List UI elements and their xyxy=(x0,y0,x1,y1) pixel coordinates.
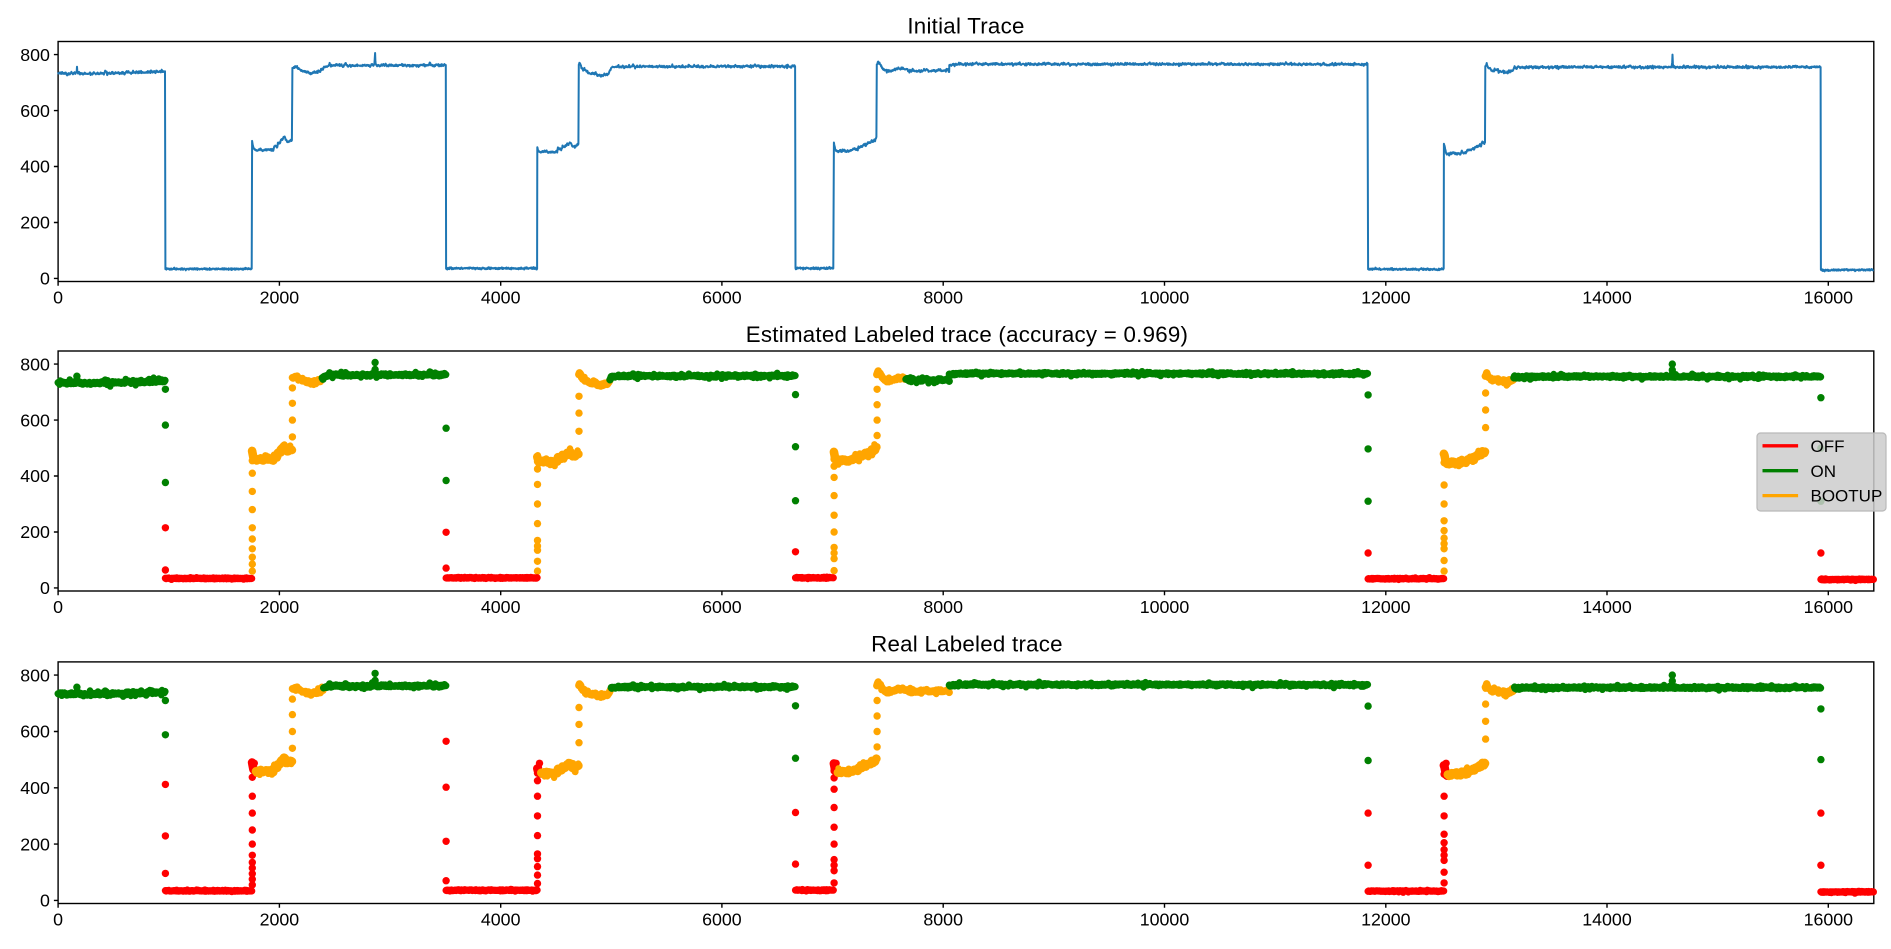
svg-text:600: 600 xyxy=(20,410,50,430)
svg-text:8000: 8000 xyxy=(923,910,963,930)
svg-text:8000: 8000 xyxy=(923,288,963,308)
svg-text:OFF: OFF xyxy=(1811,437,1845,456)
svg-text:2000: 2000 xyxy=(260,288,300,308)
svg-text:0: 0 xyxy=(53,910,63,930)
svg-text:10000: 10000 xyxy=(1140,288,1190,308)
svg-text:16000: 16000 xyxy=(1804,597,1854,617)
svg-text:0: 0 xyxy=(53,597,63,617)
svg-text:12000: 12000 xyxy=(1361,288,1411,308)
svg-text:14000: 14000 xyxy=(1582,288,1632,308)
svg-text:6000: 6000 xyxy=(702,597,742,617)
svg-text:6000: 6000 xyxy=(702,910,742,930)
svg-text:14000: 14000 xyxy=(1582,597,1632,617)
svg-text:800: 800 xyxy=(20,665,50,685)
svg-text:Initial Trace: Initial Trace xyxy=(907,13,1024,38)
svg-text:800: 800 xyxy=(20,354,50,374)
svg-text:400: 400 xyxy=(20,157,50,177)
svg-text:12000: 12000 xyxy=(1361,597,1411,617)
svg-text:10000: 10000 xyxy=(1140,597,1190,617)
svg-text:12000: 12000 xyxy=(1361,910,1411,930)
svg-text:8000: 8000 xyxy=(923,597,963,617)
svg-text:400: 400 xyxy=(20,778,50,798)
svg-text:ON: ON xyxy=(1811,462,1837,481)
svg-text:16000: 16000 xyxy=(1804,910,1854,930)
svg-text:2000: 2000 xyxy=(260,597,300,617)
svg-text:4000: 4000 xyxy=(481,910,521,930)
svg-text:14000: 14000 xyxy=(1582,910,1632,930)
svg-text:10000: 10000 xyxy=(1140,910,1190,930)
svg-text:200: 200 xyxy=(20,834,50,854)
svg-text:600: 600 xyxy=(20,101,50,121)
svg-text:Estimated Labeled trace (accur: Estimated Labeled trace (accuracy = 0.96… xyxy=(746,322,1188,347)
svg-text:16000: 16000 xyxy=(1804,288,1854,308)
svg-text:0: 0 xyxy=(40,578,50,598)
svg-text:0: 0 xyxy=(53,288,63,308)
svg-text:800: 800 xyxy=(20,45,50,65)
svg-text:6000: 6000 xyxy=(702,288,742,308)
svg-text:BOOTUP: BOOTUP xyxy=(1811,487,1883,506)
svg-text:200: 200 xyxy=(20,522,50,542)
svg-text:0: 0 xyxy=(40,891,50,911)
svg-text:600: 600 xyxy=(20,722,50,742)
svg-text:2000: 2000 xyxy=(260,910,300,930)
svg-text:400: 400 xyxy=(20,466,50,486)
svg-text:4000: 4000 xyxy=(481,288,521,308)
svg-text:0: 0 xyxy=(40,269,50,289)
svg-text:200: 200 xyxy=(20,213,50,233)
svg-text:Real Labeled trace: Real Labeled trace xyxy=(871,631,1063,656)
svg-text:4000: 4000 xyxy=(481,597,521,617)
